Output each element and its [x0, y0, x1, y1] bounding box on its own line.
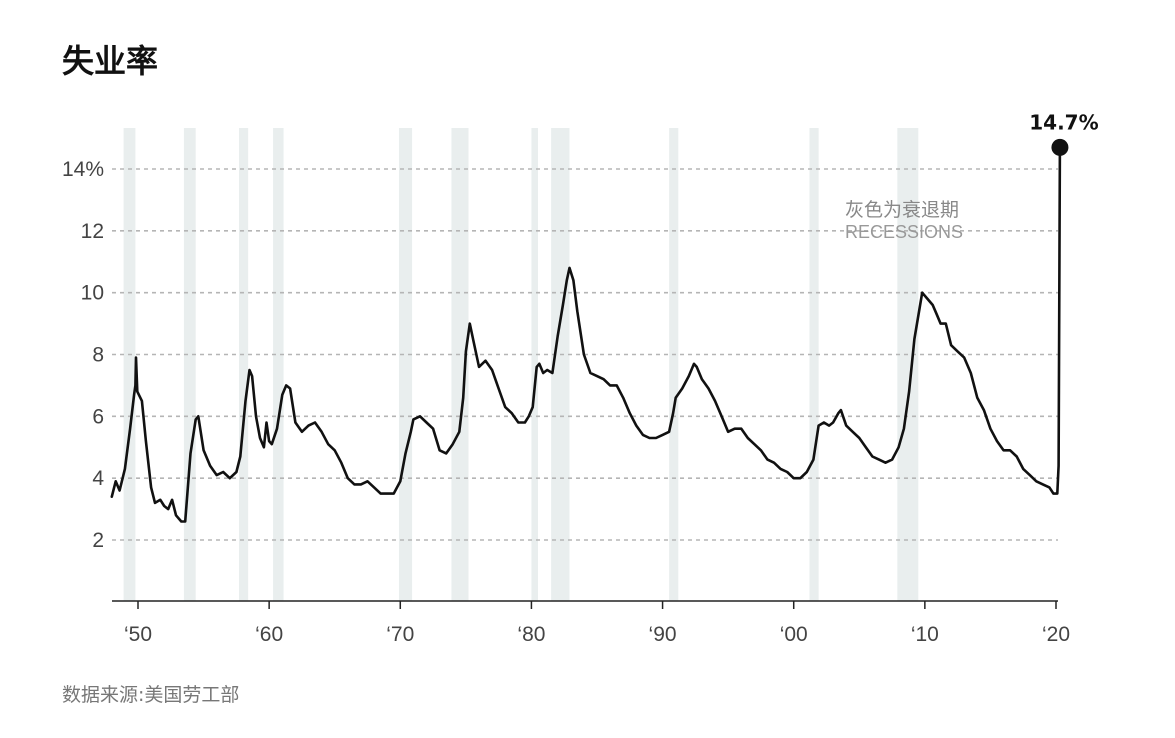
recession-band — [183, 128, 196, 601]
recession-band — [897, 128, 919, 601]
unemployment-line-group — [110, 146, 1062, 523]
y-tick-label: 6 — [92, 405, 104, 428]
x-tick-label: ‘10 — [911, 623, 939, 646]
peak-marker — [1051, 138, 1069, 156]
unemployment-line — [110, 146, 1062, 523]
recessions-label-en: RECESSIONS — [845, 222, 963, 242]
x-tick-label: ‘90 — [649, 623, 677, 646]
recession-band — [551, 128, 570, 601]
y-tick-label: 10 — [81, 282, 104, 305]
y-axis-ticks: 14% 12 10 8 6 4 2 — [62, 158, 104, 552]
recession-band — [669, 128, 679, 601]
recessions-label-cn: 灰色为衰退期 — [845, 199, 959, 221]
recession-band — [809, 128, 819, 601]
recession-band — [451, 128, 469, 601]
source-note: 数据来源:美国劳工部 — [62, 684, 239, 706]
x-axis-ticks: ‘50 ‘60 ‘70 ‘80 ‘90 ‘00 ‘10 ‘20 — [112, 600, 1070, 646]
y-tick-label: 8 — [92, 344, 104, 367]
chart-title: 失业率 — [62, 42, 158, 80]
recession-band — [238, 128, 249, 601]
peak-marker-group: 14.7% — [1029, 110, 1099, 156]
recession-band — [123, 128, 136, 601]
y-tick-label: 4 — [92, 467, 104, 490]
x-tick-label: ‘20 — [1042, 623, 1070, 646]
peak-label: 14.7% — [1029, 110, 1098, 134]
recession-band — [531, 128, 538, 601]
x-tick-label: ‘00 — [780, 623, 808, 646]
x-tick-label: ‘70 — [386, 623, 414, 646]
recession-band — [398, 128, 413, 601]
y-tick-label: 2 — [92, 529, 104, 552]
x-tick-label: ‘60 — [255, 623, 283, 646]
x-tick-label: ‘50 — [124, 623, 152, 646]
recession-bands — [123, 128, 919, 601]
recession-band — [273, 128, 284, 601]
y-tick-label: 14% — [62, 158, 104, 181]
y-tick-label: 12 — [81, 220, 104, 243]
x-tick-label: ‘80 — [517, 623, 545, 646]
